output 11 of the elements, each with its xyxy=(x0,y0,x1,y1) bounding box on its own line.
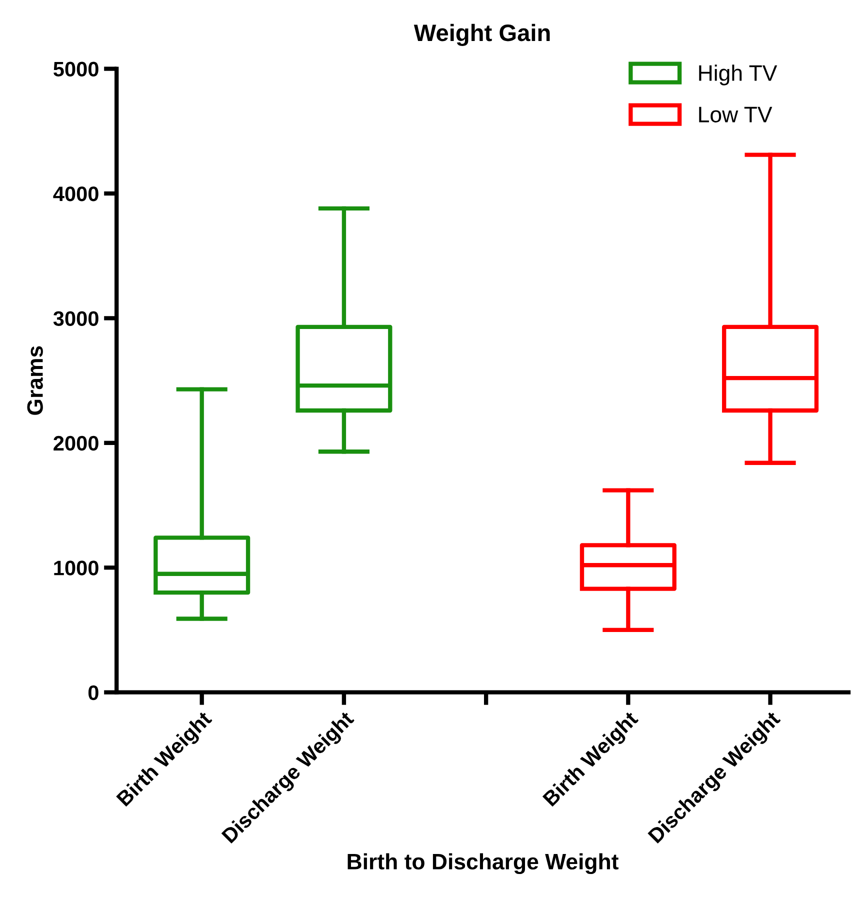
y-tick-label: 0 xyxy=(88,685,98,700)
x-axis-title: Birth to Discharge Weight xyxy=(348,853,618,874)
y-tick-label: 5000 xyxy=(54,62,98,77)
legend-label: High TV xyxy=(699,64,778,86)
y-tick-label: 4000 xyxy=(53,186,98,202)
chart-title: Weight Gain xyxy=(414,24,550,46)
y-axis-title: Grams xyxy=(27,346,43,415)
y-tick-label: 1000 xyxy=(54,560,98,576)
y-tick-label: 3000 xyxy=(53,311,98,326)
legend-label: Low TV xyxy=(699,106,772,122)
y-tick-label: 2000 xyxy=(54,436,98,451)
